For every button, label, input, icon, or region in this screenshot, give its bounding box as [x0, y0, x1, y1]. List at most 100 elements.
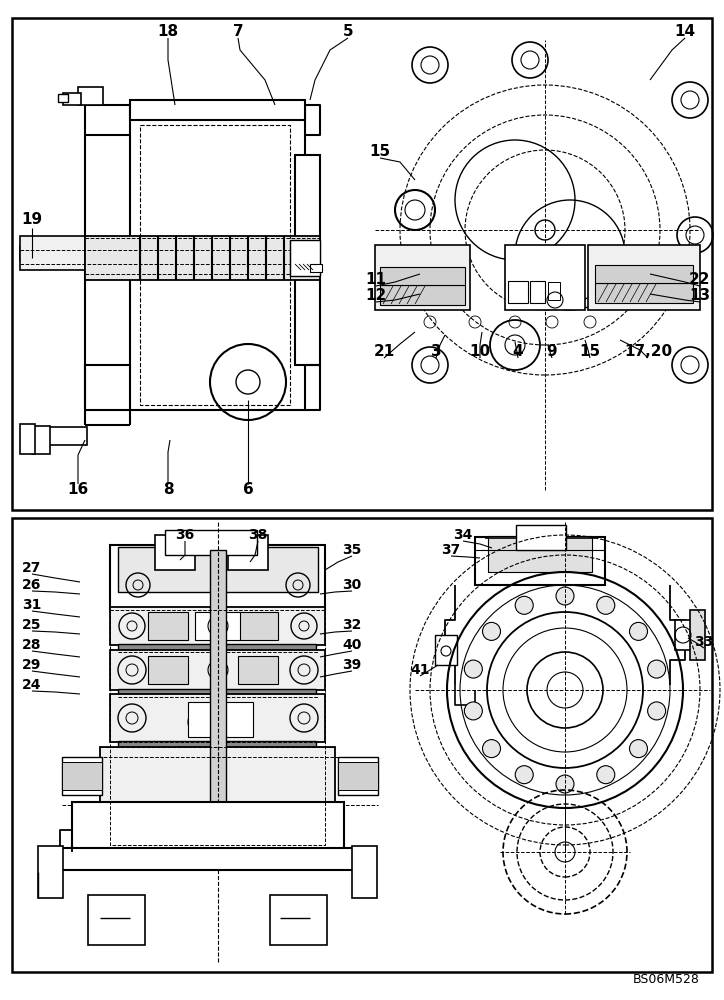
Text: 30: 30 [342, 578, 361, 592]
Text: 34: 34 [453, 528, 473, 542]
Text: 5: 5 [342, 24, 353, 39]
Bar [435, 635, 457, 665]
Circle shape [482, 740, 500, 758]
Text: 15: 15 [579, 344, 601, 360]
Bar [148, 656, 188, 684]
Text: 40: 40 [342, 638, 362, 652]
Text: 13: 13 [689, 288, 710, 304]
Bar [62, 757, 102, 795]
Bar [130, 100, 305, 120]
Bar [375, 245, 470, 310]
FancyBboxPatch shape [363, 28, 712, 502]
Text: 36: 36 [175, 528, 195, 542]
Text: BS06M528: BS06M528 [633, 973, 700, 986]
Circle shape [515, 766, 533, 784]
Text: 35: 35 [342, 543, 362, 557]
Bar [20, 246, 85, 260]
Bar [32, 427, 87, 445]
Bar [110, 607, 325, 645]
Text: 25: 25 [22, 618, 42, 632]
Text: 28: 28 [22, 638, 42, 652]
Bar [595, 283, 693, 303]
Bar [60, 848, 355, 870]
Text: 29: 29 [22, 658, 42, 672]
Circle shape [515, 596, 533, 614]
Circle shape [556, 587, 574, 605]
Text: 32: 32 [342, 618, 362, 632]
Bar [20, 424, 35, 454]
Circle shape [482, 622, 500, 640]
Text: 18: 18 [157, 24, 179, 39]
Text: 16: 16 [67, 483, 88, 497]
Bar [118, 741, 316, 748]
Bar [118, 644, 316, 652]
Bar [195, 612, 240, 640]
Bar [38, 846, 63, 898]
Bar [88, 895, 145, 945]
Bar [85, 135, 140, 365]
Bar [63, 93, 81, 105]
Bar [488, 536, 592, 572]
Bar [58, 94, 68, 102]
Bar [690, 610, 705, 660]
Bar [595, 265, 693, 283]
Circle shape [597, 766, 615, 784]
Bar [310, 264, 322, 272]
Bar [155, 535, 195, 570]
Text: 39: 39 [342, 658, 361, 672]
Bar [380, 267, 465, 285]
Circle shape [629, 740, 647, 758]
Bar [118, 547, 318, 592]
Text: 22: 22 [689, 272, 711, 288]
Circle shape [464, 702, 482, 720]
Text: 12: 12 [366, 288, 387, 304]
Bar [295, 155, 320, 365]
Bar [270, 895, 327, 945]
Text: 9: 9 [547, 344, 557, 360]
Text: 27: 27 [22, 561, 42, 575]
Bar [238, 612, 278, 640]
Bar [530, 281, 545, 303]
Bar [352, 846, 377, 898]
Bar [290, 240, 320, 276]
Bar [12, 518, 712, 972]
Text: 31: 31 [22, 598, 42, 612]
Text: 33: 33 [694, 635, 714, 649]
Text: 6: 6 [243, 483, 253, 497]
Circle shape [629, 622, 647, 640]
Bar [12, 18, 712, 510]
Text: 8: 8 [163, 483, 173, 497]
Bar [475, 537, 605, 585]
Bar [85, 236, 320, 280]
Bar [165, 530, 257, 555]
Text: 19: 19 [22, 213, 43, 228]
Text: 4: 4 [513, 344, 523, 360]
Bar [32, 426, 50, 454]
Bar [188, 702, 253, 737]
Bar [505, 245, 585, 310]
Circle shape [648, 660, 665, 678]
Text: 37: 37 [442, 543, 460, 557]
Text: 24: 24 [22, 678, 42, 692]
Text: 10: 10 [469, 344, 491, 360]
Bar [100, 747, 335, 805]
Bar [130, 105, 305, 410]
Bar [62, 762, 102, 790]
Text: 7: 7 [232, 24, 243, 39]
Text: 41: 41 [411, 663, 430, 677]
Text: 14: 14 [675, 24, 696, 39]
Bar [148, 612, 188, 640]
Circle shape [597, 596, 615, 614]
Circle shape [648, 702, 665, 720]
Bar [210, 550, 226, 845]
Bar [78, 87, 103, 105]
Text: 21: 21 [374, 344, 395, 360]
Bar [588, 245, 700, 310]
Circle shape [464, 660, 482, 678]
Bar [110, 545, 325, 610]
Text: 11: 11 [366, 272, 387, 288]
Bar [508, 281, 528, 303]
Bar [516, 525, 566, 550]
Bar [228, 535, 268, 570]
Text: 38: 38 [248, 528, 268, 542]
